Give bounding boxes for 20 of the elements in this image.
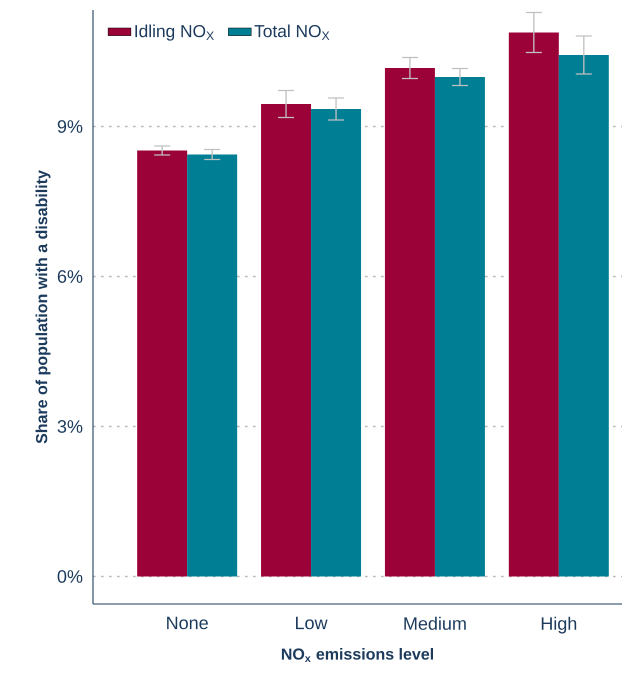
x-tick-label: Low [296,616,328,630]
bar [558,55,609,576]
bar [137,150,188,576]
bar [384,68,435,576]
y-tick-label: 9% [58,120,82,133]
x-tick-label: Medium [404,616,466,630]
legend-label: Total NO$_{X}$ [254,24,330,40]
bar [261,104,312,576]
y-tick-label: 3% [58,420,82,433]
y-axis-title: Share of population with a disability [36,170,50,444]
bar [508,32,559,576]
x-tick-label: None [167,616,208,630]
x-tick-label: High [542,616,576,634]
legend-label: Idling NO$_{X}$ [135,24,214,41]
bar [434,76,485,576]
y-tick-label: 6% [58,270,82,283]
bar [311,108,362,576]
bar [187,154,238,576]
x-axis-title: NO$_{x}$ emissions level [282,648,434,662]
y-tick-label: 0% [58,570,82,583]
